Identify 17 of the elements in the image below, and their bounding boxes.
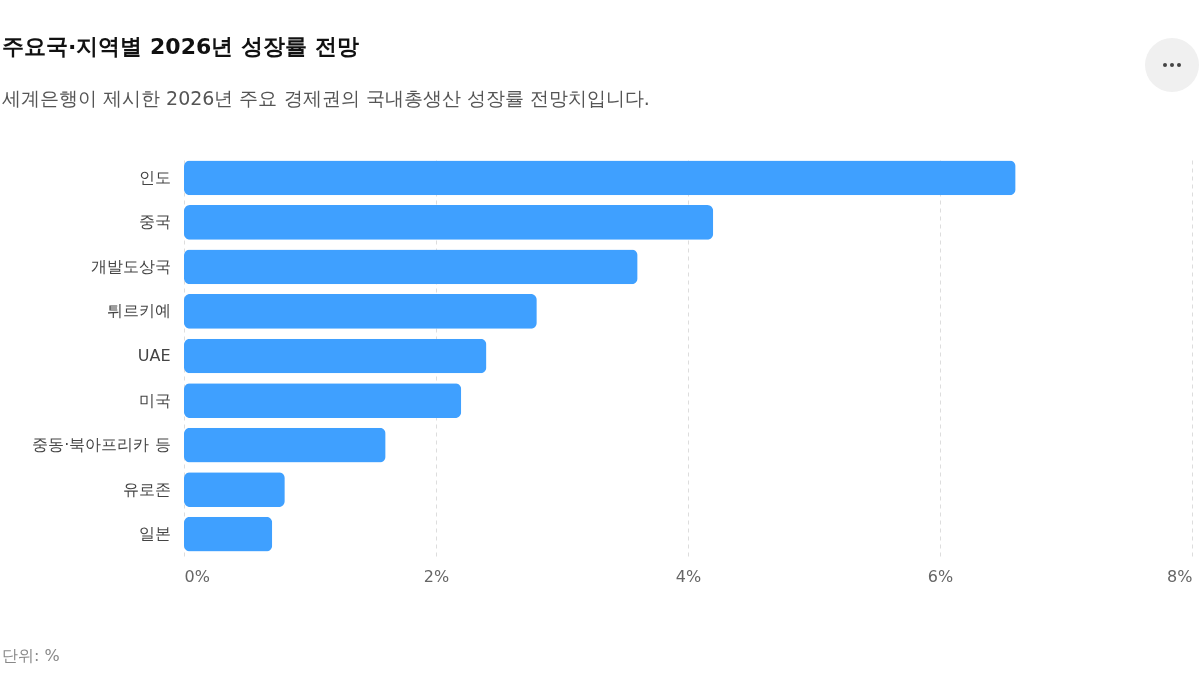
- x-tick-label: 0%: [184, 566, 210, 586]
- y-tick-label: UAE: [137, 346, 171, 365]
- y-tick-label: 인도: [138, 167, 171, 187]
- chart-title: 주요국·지역별 2026년 성장률 전망: [2, 33, 359, 61]
- x-tick-label: 4%: [675, 566, 702, 586]
- x-tick-label: 2%: [423, 566, 450, 586]
- y-tick-label: 튀르키예: [106, 301, 171, 321]
- y-tick-label: 개발도상국: [90, 256, 171, 276]
- y-tick-label: 중국: [138, 212, 171, 232]
- y-tick-label: 중동·북아프리카 등: [32, 435, 171, 455]
- y-tick-label: 유로존: [122, 479, 171, 499]
- y-tick-label: 미국: [138, 390, 171, 410]
- x-tick-label: 8%: [1167, 566, 1193, 586]
- text: 단위: %: [2, 646, 60, 667]
- chart-subtitle: 세계은행이 제시한 2026년 주요 경제권의 국내총생산 성장률 전망치입니다.: [2, 86, 650, 111]
- y-tick-label: 일본: [138, 524, 171, 544]
- x-tick-label: 6%: [927, 566, 954, 586]
